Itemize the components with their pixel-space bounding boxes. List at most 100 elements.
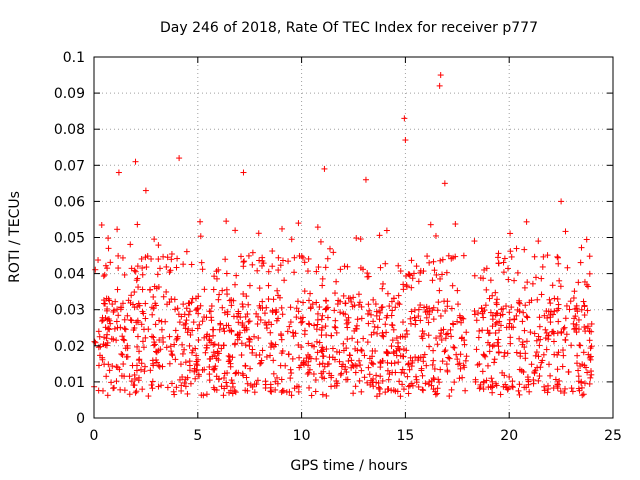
scatter-point <box>505 265 512 272</box>
scatter-point <box>565 368 572 375</box>
scatter-point <box>379 377 386 384</box>
scatter-point <box>583 281 590 288</box>
scatter-point <box>153 359 160 366</box>
scatter-point <box>193 307 200 314</box>
scatter-point <box>299 314 306 321</box>
scatter-point <box>426 378 433 385</box>
scatter-point <box>107 320 114 327</box>
scatter-point <box>136 302 143 309</box>
scatter-point <box>555 260 562 267</box>
scatter-point <box>259 298 266 305</box>
scatter-point <box>332 324 339 331</box>
scatter-point <box>102 262 109 269</box>
scatter-point <box>235 319 242 326</box>
scatter-point <box>507 248 514 255</box>
scatter-point <box>131 289 138 296</box>
scatter-point <box>320 353 327 360</box>
scatter-point <box>150 342 157 349</box>
scatter-point <box>116 366 123 373</box>
scatter-point <box>562 336 569 343</box>
scatter-point <box>458 334 465 341</box>
scatter-point <box>374 330 381 337</box>
scatter-point <box>547 372 554 379</box>
scatter-point <box>452 253 459 260</box>
scatter-point <box>172 327 179 334</box>
scatter-point <box>232 281 239 288</box>
x-tick-label: 25 <box>604 428 622 444</box>
scatter-point <box>185 325 192 332</box>
scatter-point <box>255 313 262 320</box>
scatter-point <box>173 384 180 391</box>
scatter-point <box>159 334 166 341</box>
scatter-point <box>262 384 269 391</box>
scatter-point <box>396 346 403 353</box>
scatter-point <box>334 380 341 387</box>
scatter-point <box>537 336 544 343</box>
scatter-point <box>379 357 386 364</box>
scatter-point <box>228 377 235 384</box>
scatter-point <box>171 341 178 348</box>
scatter-point <box>256 285 263 292</box>
scatter-point <box>573 321 580 328</box>
peak-point <box>176 155 183 162</box>
scatter-point <box>245 252 252 259</box>
scatter-point <box>578 306 585 313</box>
scatter-point <box>227 360 234 367</box>
scatter-point <box>219 287 226 294</box>
scatter-point <box>419 328 426 335</box>
scatter-point <box>324 314 331 321</box>
scatter-point <box>256 351 263 358</box>
scatter-point <box>384 290 391 297</box>
scatter-point <box>155 347 162 354</box>
scatter-point <box>148 381 155 388</box>
scatter-point <box>523 313 530 320</box>
scatter-point <box>408 284 415 291</box>
scatter-point <box>419 372 426 379</box>
scatter-point <box>270 370 277 377</box>
scatter-point <box>328 374 335 381</box>
scatter-point <box>213 355 220 362</box>
scatter-point <box>509 384 516 391</box>
scatter-point <box>382 389 389 396</box>
scatter-point <box>390 326 397 333</box>
scatter-point <box>370 361 377 368</box>
scatter-point <box>344 263 351 270</box>
scatter-point <box>274 374 281 381</box>
scatter-point <box>580 391 587 398</box>
scatter-point <box>107 259 114 266</box>
scatter-point <box>330 249 337 256</box>
scatter-point <box>193 361 200 368</box>
scatter-point <box>159 363 166 370</box>
scatter-point <box>134 221 141 228</box>
scatter-point <box>438 336 445 343</box>
scatter-point <box>149 385 156 392</box>
scatter-point <box>574 360 581 367</box>
scatter-point <box>318 332 325 339</box>
scatter-point <box>312 388 319 395</box>
scatter-point <box>415 313 422 320</box>
scatter-point <box>356 377 363 384</box>
scatter-point <box>364 379 371 386</box>
scatter-point <box>443 361 450 368</box>
scatter-point <box>220 392 227 399</box>
scatter-point <box>358 346 365 353</box>
scatter-point <box>409 382 416 389</box>
scatter-point <box>558 328 565 335</box>
scatter-point <box>425 332 432 339</box>
scatter-point <box>532 352 539 359</box>
scatter-point <box>95 344 102 351</box>
scatter-point <box>579 392 586 399</box>
scatter-point <box>489 389 496 396</box>
scatter-point <box>484 362 491 369</box>
scatter-point <box>448 305 455 312</box>
scatter-point <box>513 349 520 356</box>
scatter-point <box>182 383 189 390</box>
scatter-point <box>115 265 122 272</box>
scatter-point <box>400 286 407 293</box>
peak-point <box>441 180 448 187</box>
scatter-point <box>114 306 121 313</box>
scatter-point <box>233 369 240 376</box>
scatter-point <box>543 346 550 353</box>
scatter-point <box>397 393 404 400</box>
scatter-point <box>408 257 415 264</box>
